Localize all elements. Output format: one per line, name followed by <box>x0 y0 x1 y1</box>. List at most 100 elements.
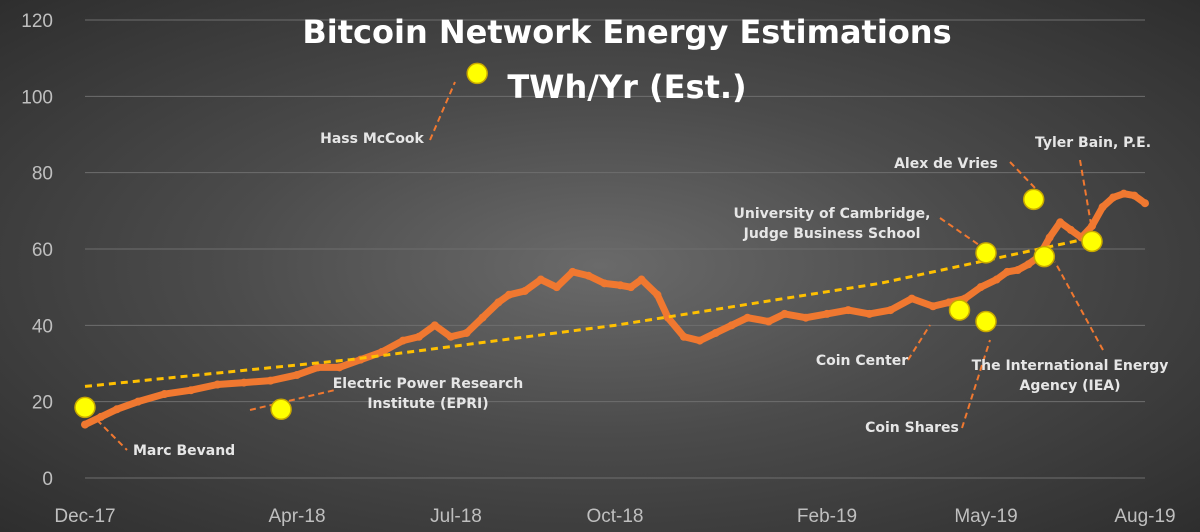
series-point <box>293 370 301 379</box>
series-point <box>112 405 121 414</box>
annotation-line: Alex de Vries <box>894 156 998 172</box>
series-point <box>478 313 487 322</box>
series-point <box>1141 199 1149 208</box>
estimate-marker <box>948 299 971 321</box>
annotation-line: Coin Center <box>816 353 908 369</box>
leader-line <box>907 324 931 361</box>
series-point <box>81 420 89 429</box>
annotation-line: University of Cambridge, <box>734 206 931 222</box>
estimate-marker <box>1081 230 1103 253</box>
series-point <box>187 386 195 395</box>
series-point <box>1088 222 1096 231</box>
annotation-line: Marc Bevand <box>133 443 235 459</box>
chart-title-line-1: Bitcoin Network Energy Estimations <box>302 13 951 51</box>
series-point <box>213 380 222 389</box>
series-point <box>1045 233 1054 242</box>
series-point <box>414 332 423 341</box>
series-point <box>1109 193 1118 202</box>
plot-area <box>81 189 1149 429</box>
x-tick-label: Apr-18 <box>268 506 325 527</box>
leader-line <box>1009 161 1036 189</box>
annotation-label: Tyler Bain, P.E. <box>1035 135 1151 151</box>
leader-line <box>429 81 456 141</box>
annotation-label: The International Energy Agency (IEA) <box>972 358 1169 394</box>
series-point <box>764 317 773 326</box>
series-point <box>266 376 275 385</box>
y-tick-label: 0 <box>42 469 53 490</box>
y-tick-label: 100 <box>21 87 53 108</box>
annotations: Marc Bevand Electric Power Research Instit… <box>133 131 1168 459</box>
series-point <box>520 286 529 295</box>
series-point <box>844 306 853 315</box>
estimate-marker <box>74 396 96 419</box>
series-point <box>1024 260 1033 269</box>
series-point <box>1119 189 1128 198</box>
estimate-marker <box>1033 245 1056 268</box>
annotation-label: University of Cambridge, Judge Business S… <box>734 206 931 242</box>
annotation-label: Electric Power Research Institute (EPRI) <box>333 376 524 412</box>
x-tick-label: Jul-18 <box>430 506 482 527</box>
series-point <box>743 313 752 322</box>
annotation-label: Coin Shares <box>865 420 959 436</box>
x-tick-label: May-19 <box>954 506 1017 527</box>
series-point <box>584 271 593 280</box>
series-point <box>823 309 831 318</box>
series-point <box>430 321 439 330</box>
leader-line <box>96 419 128 451</box>
leader-line <box>1054 261 1104 351</box>
annotation-line: Institute (EPRI) <box>367 396 488 412</box>
series-point <box>865 309 874 318</box>
leader-line <box>961 339 991 429</box>
y-tick-label: 60 <box>32 240 53 261</box>
y-axis: 0 20 40 60 80 100 120 <box>21 11 53 490</box>
series-point <box>1056 218 1065 227</box>
series-point <box>626 283 635 292</box>
series-point <box>1130 191 1139 200</box>
series-point <box>335 363 344 372</box>
series-point <box>653 290 662 299</box>
series-point <box>679 332 688 341</box>
series-point <box>494 298 503 307</box>
series-point <box>886 306 895 315</box>
annotation-line: Coin Shares <box>865 420 959 436</box>
x-tick-label: Aug-19 <box>1114 506 1175 527</box>
series-point <box>462 328 471 337</box>
estimate-marker <box>975 310 997 333</box>
y-tick-label: 20 <box>32 393 53 414</box>
series-point <box>446 332 455 341</box>
x-tick-label: Feb-19 <box>797 506 857 527</box>
series-point <box>907 294 916 303</box>
series-point <box>536 275 545 284</box>
estimate-marker <box>270 398 292 421</box>
series-point <box>552 283 561 292</box>
series-point <box>695 336 704 345</box>
estimate-marker <box>1022 188 1045 211</box>
y-tick-label: 80 <box>32 164 53 185</box>
series-point <box>1066 225 1075 234</box>
estimate-markers <box>74 62 1103 421</box>
estimate-marker <box>466 62 488 85</box>
series-point <box>727 321 736 330</box>
series-point <box>1098 203 1107 212</box>
series-point <box>616 281 625 290</box>
series-point <box>600 279 609 288</box>
series-point <box>568 267 577 276</box>
estimate-marker <box>975 242 997 264</box>
series-point <box>96 412 105 421</box>
series-point <box>637 275 646 284</box>
annotation-leaders <box>96 81 1104 451</box>
y-tick-label: 40 <box>32 316 53 337</box>
annotation-label: Marc Bevand <box>133 443 235 459</box>
leader-line <box>249 389 336 411</box>
series-point <box>505 290 513 299</box>
series-point <box>134 397 142 406</box>
annotation-line: Agency (IEA) <box>1019 378 1120 394</box>
leader-line <box>939 217 983 248</box>
annotation-label: Alex de Vries <box>894 156 998 172</box>
series-point <box>314 363 323 372</box>
x-axis: Dec-17 Apr-18 Jul-18 Oct-18 Feb-19 May-19 Aug-… <box>54 506 1175 527</box>
series-line <box>83 190 1148 428</box>
series-point <box>992 275 1001 284</box>
annotation-line: Tyler Bain, P.E. <box>1035 135 1151 151</box>
